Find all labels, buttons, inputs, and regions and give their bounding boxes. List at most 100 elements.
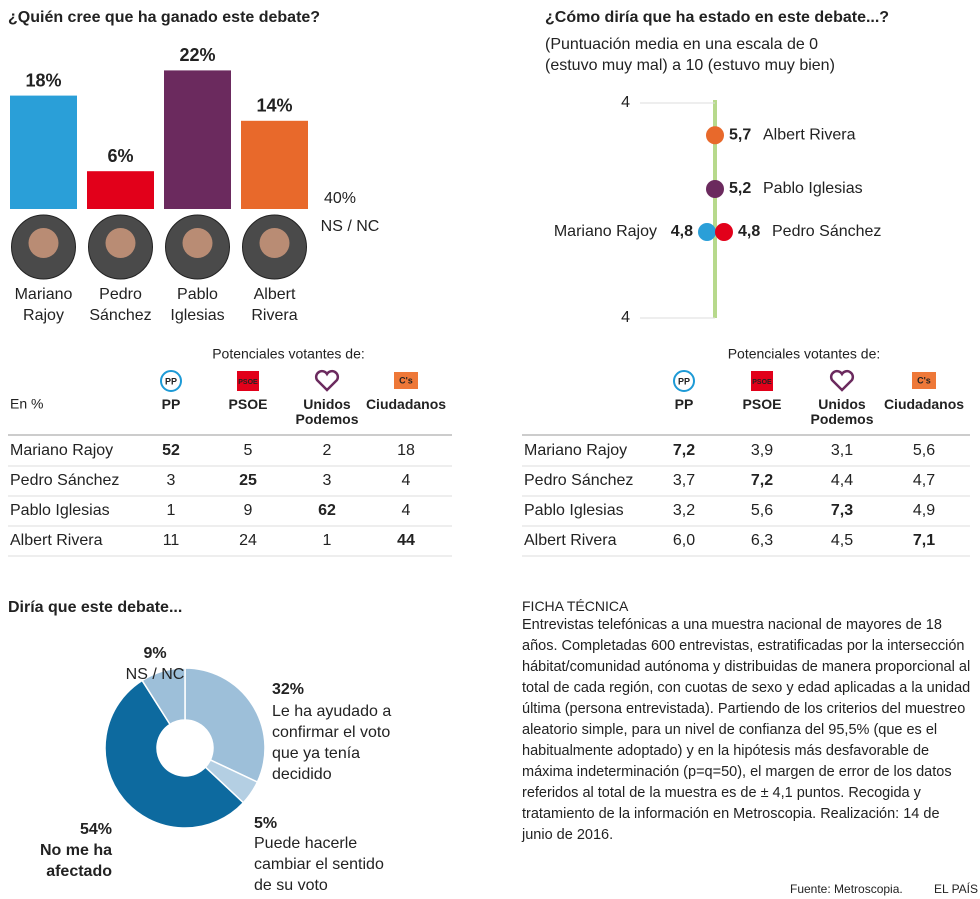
series-label: Albert Rivera [763, 126, 856, 143]
value-label: 4,8 [738, 223, 760, 240]
logo-label: PSOE [752, 379, 772, 386]
table-cell: 3 [167, 472, 176, 489]
row-label: Mariano Rajoy [524, 442, 627, 459]
row-label: Mariano Rajoy [10, 442, 113, 459]
chart-title: ¿Quién cree que ha ganado este debate? [8, 9, 320, 26]
table-cell: 9 [244, 502, 253, 519]
table-cell: 3,2 [673, 502, 695, 519]
table-cell: 5,6 [751, 502, 773, 519]
value-label: 5% [254, 815, 278, 832]
photo-face [105, 228, 136, 258]
chart-title: ¿Cómo diría que ha estado en este debate… [545, 9, 889, 26]
table-cell: 7,2 [751, 472, 773, 489]
column-header: PSOE [228, 396, 268, 412]
y-tick-label: 4 [621, 309, 630, 326]
row-label: Pablo Iglesias [10, 502, 110, 519]
footer-brand: EL PAÍS [934, 882, 979, 896]
series-label: Mariano Rajoy [554, 223, 657, 240]
logo [160, 370, 182, 392]
table-cell: 7,3 [831, 502, 853, 519]
value-label: 54% [79, 821, 112, 838]
donut-slice [184, 667, 266, 784]
bar [241, 120, 308, 209]
dot [698, 223, 716, 241]
logo-label: PP [165, 376, 177, 386]
column-header: PSOE [742, 396, 782, 412]
column-header: PP [674, 396, 694, 412]
logo [314, 369, 340, 392]
value-label: 6% [107, 146, 133, 166]
table-header: Potenciales votantes de: [212, 346, 365, 362]
logo [394, 372, 418, 389]
value-label: 22% [179, 45, 215, 65]
row-label: Albert Rivera [524, 532, 617, 549]
table-cell: 44 [397, 532, 415, 549]
value-label: 32% [272, 681, 305, 698]
column-header: Ciudadanos [365, 396, 447, 412]
logo [237, 371, 259, 391]
table-cell: 1 [167, 502, 176, 519]
table-cell: 5,6 [913, 442, 935, 459]
bar [87, 171, 154, 209]
logo [751, 371, 773, 391]
dot [706, 126, 724, 145]
donut-slice [141, 667, 186, 726]
table-cell: 62 [318, 502, 336, 519]
bar [164, 70, 231, 210]
y-tick-label: 4 [621, 94, 630, 111]
table-cell: 3,7 [673, 472, 695, 489]
footer-source: Fuente: Metroscopia. [790, 882, 903, 896]
table-header: Potenciales votantes de: [728, 346, 881, 362]
logo-label: C's [917, 375, 931, 385]
dot [715, 223, 733, 241]
dot [706, 180, 724, 198]
table-cell: 24 [239, 532, 257, 549]
category-label: Pedro Sánchez [89, 286, 152, 324]
table-cell: 4,9 [913, 502, 935, 519]
table-cell: 4 [402, 502, 411, 519]
value-label: 5,2 [729, 180, 751, 197]
table-cell: 11 [163, 532, 180, 549]
table-cell: 4,5 [831, 532, 853, 549]
bar [10, 95, 77, 209]
logo [673, 370, 695, 392]
category-label: Albert Rivera [251, 286, 298, 324]
logo [912, 372, 936, 389]
annotation-value: 40% [324, 190, 356, 207]
table-cell: 52 [162, 442, 180, 459]
row-label: Pedro Sánchez [10, 472, 119, 489]
table-cell: 3,9 [751, 442, 773, 459]
table-cell: 4 [402, 472, 411, 489]
table-cell: 4,4 [831, 472, 853, 489]
series-label: Pablo Iglesias [763, 180, 863, 197]
slice-label: Le ha ayudado a confirmar el voto que ya… [272, 703, 392, 783]
chart-title: Diría que este debate... [8, 599, 182, 616]
row-label: Albert Rivera [10, 532, 103, 549]
photo-face [28, 228, 59, 258]
table-cell: 3 [323, 472, 332, 489]
table-cell: 1 [323, 532, 332, 549]
column-header: PP [161, 396, 181, 412]
chart-subtitle: (Puntuación media en una escala de 0 (es… [545, 36, 835, 74]
column-header: Unidos Podemos [810, 396, 874, 427]
logo-label: C's [399, 375, 413, 385]
category-label: Pablo Iglesias [170, 286, 225, 324]
photo-face [182, 228, 213, 258]
logo [829, 369, 855, 392]
table-cell: 5 [244, 442, 253, 459]
value-label: 4,8 [671, 223, 693, 240]
slice-label: No me ha afectado [39, 842, 112, 880]
value-label: 9% [143, 645, 167, 662]
value-label: 18% [25, 70, 61, 90]
table-cell: 18 [397, 442, 415, 459]
value-label: 5,7 [729, 126, 751, 143]
value-label: 14% [256, 96, 292, 116]
table-cell: 7,2 [673, 442, 695, 459]
table-cell: 3,1 [831, 442, 853, 459]
photo-face [259, 228, 290, 258]
logo-label: PP [678, 376, 690, 386]
logo-label: PSOE [238, 379, 258, 386]
table-cell: 6,3 [751, 532, 773, 549]
series-label: Pedro Sánchez [772, 223, 881, 240]
